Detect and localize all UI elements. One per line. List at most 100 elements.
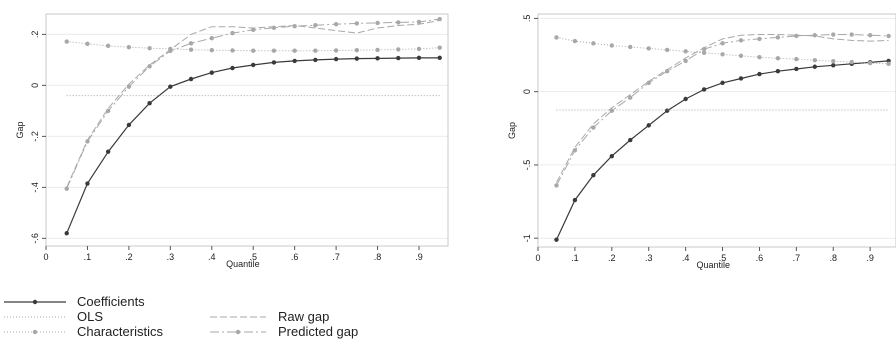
chart-1-xlabel: Quantile: [226, 259, 260, 269]
chart-1-series-characteristics-point-12: [313, 48, 318, 53]
chart-1-series-coefficients-point-5: [168, 84, 173, 89]
chart-1-series-predicted-gap-point-4: [147, 64, 152, 69]
chart-2-series-predicted-gap-point-9: [720, 41, 725, 46]
chart-2-series-coefficients-point-5: [646, 123, 651, 128]
chart-1-series-coefficients-point-1: [85, 181, 90, 186]
chart-1-series-predicted-gap-point-8: [230, 30, 235, 36]
legend-entry-predicted-gap: Predicted gap: [210, 324, 358, 339]
chart-2-series-characteristics-point-2: [591, 41, 596, 46]
chart-1-series-coefficients-point-4: [147, 101, 152, 106]
chart-2-series-characteristics-point-0: [554, 35, 559, 40]
chart-2-series-predicted-gap-point-11: [757, 36, 762, 42]
chart-1-series-characteristics-point-18: [437, 45, 442, 50]
chart-2-series-coefficients-point-4: [628, 137, 633, 143]
chart-1-series-coefficients-point-16: [396, 55, 401, 61]
chart-2-series-coefficients-point-15: [831, 63, 836, 68]
chart-1-xtick-label-5: .5: [249, 252, 257, 262]
chart-2-series-coefficients-point-3: [609, 153, 615, 159]
chart-1-series-characteristics-point-8: [230, 48, 235, 53]
chart-1-series-characteristics-point-7: [209, 48, 214, 53]
chart-1-series-predicted-gap-point-3: [126, 84, 132, 89]
chart-2-series-raw-gap-line: [556, 34, 889, 183]
chart-1-series-characteristics-point-13: [333, 48, 339, 53]
chart-2-series-coefficients-point-12: [775, 68, 781, 74]
chart-1-xtick-label-6: .6: [291, 252, 299, 262]
chart-2-series-predicted-gap-point-15: [831, 32, 836, 37]
chart-1-series-predicted-gap-point-2: [105, 108, 111, 114]
chart-2-series-predicted-gap-point-6: [664, 68, 670, 74]
chart-2-series-coefficients-point-14: [812, 64, 818, 69]
chart-2-series-coefficients-point-10: [738, 76, 744, 81]
chart-1-series-coefficients-point-14: [354, 56, 360, 61]
chart-1-series-coefficients-point-7: [209, 70, 214, 75]
chart-2-series-characteristics-point-8: [701, 50, 707, 56]
chart-1-xtick-label-7: .7: [332, 252, 340, 262]
chart-2-series-predicted-gap-point-13: [794, 33, 799, 39]
chart-2-series-predicted-gap-point-14: [812, 33, 818, 38]
chart-2-xtick-label-7: .7: [793, 253, 801, 263]
chart-1-series-characteristics-point-16: [396, 47, 401, 52]
chart-2-series-characteristics-point-1: [572, 38, 578, 44]
chart-2-series-predicted-gap-point-17: [867, 33, 873, 38]
chart-2-series-predicted-gap-point-18: [886, 33, 891, 39]
chart-1-series-predicted-gap-point-17: [416, 19, 422, 25]
chart-1-xtick-label-4: .4: [208, 252, 216, 262]
chart-2-series-coefficients-point-0: [554, 237, 559, 242]
legend-label-ols: OLS: [77, 309, 103, 324]
chart-2-series-characteristics-point-14: [812, 57, 818, 63]
chart-1-series-predicted-gap-point-15: [375, 20, 380, 26]
chart-1-series-coefficients-point-6: [188, 76, 194, 82]
chart-2-series-characteristics-point-10: [738, 53, 744, 58]
chart-1-ytick-label-0: .2: [30, 31, 40, 39]
chart-1-series-characteristics-point-0: [64, 39, 69, 44]
chart-1-series-predicted-gap-point-5: [168, 48, 173, 54]
chart-1-xtick-label-8: .8: [374, 252, 382, 262]
chart-1-series-characteristics-point-17: [416, 46, 422, 52]
chart-2-series-coefficients-point-13: [794, 66, 799, 72]
chart-1-series-group: [64, 16, 442, 236]
chart-2-series-characteristics-point-11: [757, 55, 762, 60]
chart-1-series-characteristics-point-10: [271, 48, 277, 53]
legend-marker-coefficients: [32, 299, 38, 305]
chart-2-xtick-label-8: .8: [829, 253, 837, 263]
chart-2-series-characteristics-point-3: [609, 43, 615, 48]
chart-1-series-coefficients-point-0: [64, 231, 69, 236]
legend-entry-ols: OLS: [4, 309, 103, 324]
chart-2-series-predicted-gap-point-5: [646, 80, 651, 86]
chart-1-series-characteristics-point-11: [292, 48, 297, 53]
chart-2-series-predicted-gap-point-7: [683, 58, 688, 64]
chart-2-series-predicted-gap-point-3: [609, 108, 615, 113]
legend-label-coefficients: Coefficients: [77, 294, 145, 309]
chart-2-xtick-label-2: .2: [608, 253, 616, 263]
chart-2-series-coefficients-point-11: [757, 71, 762, 77]
chart-1-series-coefficients-point-2: [105, 149, 111, 154]
legend-label-predicted-gap: Predicted gap: [278, 324, 358, 339]
chart-1-series-coefficients-point-17: [416, 55, 422, 61]
chart-1-series-characteristics-point-1: [85, 41, 90, 47]
legend-marker-characteristics: [32, 329, 38, 335]
chart-1-xtick-label-0: 0: [43, 252, 48, 262]
chart-1-ytick-label-3: -.4: [30, 182, 40, 193]
legend-label-characteristics: Characteristics: [77, 324, 163, 339]
chart-2: .5 0 -.5 -1 0 .1 .2 .3 .4 .5 .6 .7 .8 .9 Quantile Gap: [507, 13, 896, 270]
chart-1-series-predicted-gap-point-9: [251, 27, 256, 33]
chart-2-series-predicted-gap-point-16: [849, 32, 854, 37]
chart-2-xtick-label-0: 0: [535, 253, 540, 263]
chart-2-series-predicted-gap-point-10: [738, 38, 744, 43]
chart-1-ylabel: Gap: [15, 121, 25, 138]
chart-2-series-coefficients-point-2: [591, 172, 596, 178]
chart-1-series-predicted-gap-point-10: [271, 25, 277, 30]
chart-1-series-predicted-gap-point-16: [396, 20, 401, 25]
chart-1-plot-border: [45, 13, 449, 247]
chart-2-series-predicted-gap-point-0: [554, 183, 559, 188]
charts-area: .20-.2-.4-.60.1.2.3.4.5.6.7.8.9QuantileG…: [15, 13, 896, 270]
chart-2-series-predicted-gap-point-1: [572, 148, 578, 153]
chart-2-series-characteristics-point-9: [720, 52, 725, 57]
chart-2-series-characteristics-point-15: [831, 58, 836, 64]
chart-2-series-coefficients-point-6: [664, 108, 670, 113]
chart-1-series-predicted-gap-point-13: [333, 21, 339, 27]
chart-1-xtick-label-3: .3: [167, 252, 175, 262]
chart-2-xtick-label-6: .6: [756, 253, 764, 263]
chart-1-xtick-label-1: .1: [84, 252, 92, 262]
chart-1-series-coefficients-point-13: [333, 56, 339, 62]
